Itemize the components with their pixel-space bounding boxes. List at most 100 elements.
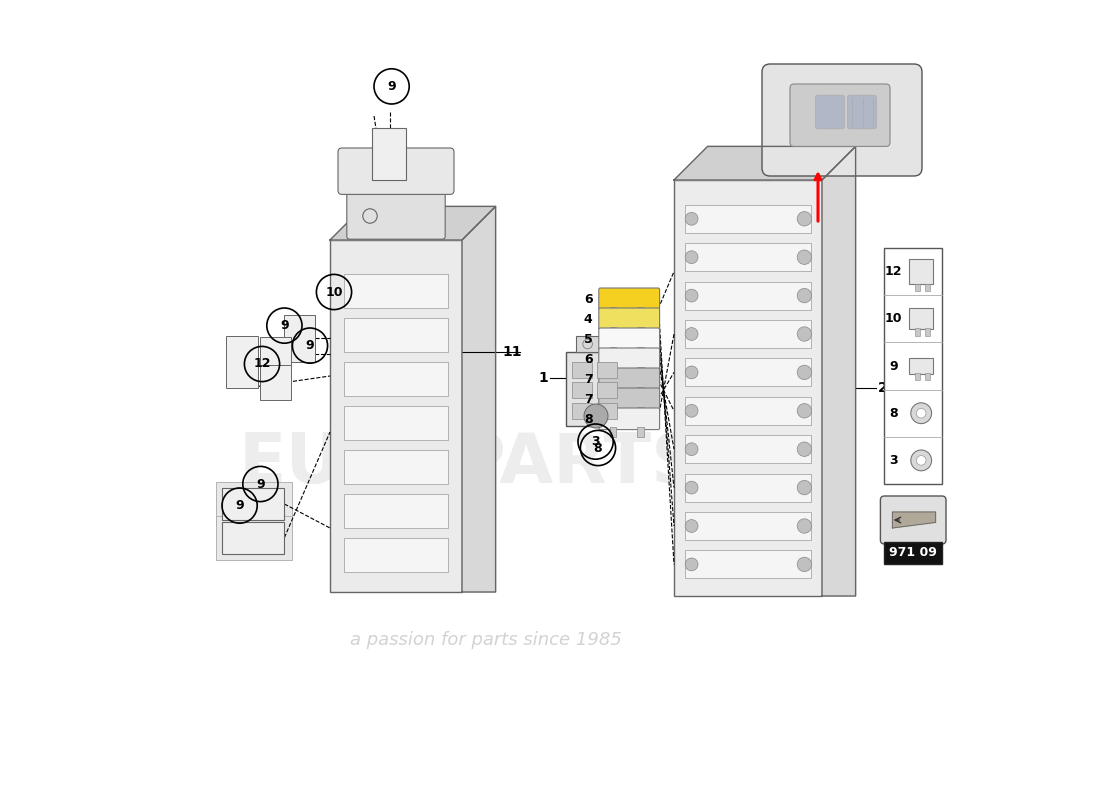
- Text: 4: 4: [584, 313, 593, 326]
- Text: 7: 7: [584, 373, 593, 386]
- Polygon shape: [462, 206, 496, 592]
- FancyBboxPatch shape: [790, 84, 890, 146]
- Bar: [637, 367, 644, 377]
- Text: 9: 9: [235, 499, 244, 512]
- FancyBboxPatch shape: [261, 337, 290, 372]
- FancyBboxPatch shape: [762, 64, 922, 176]
- Text: 8: 8: [584, 413, 593, 426]
- FancyBboxPatch shape: [848, 95, 877, 129]
- Polygon shape: [822, 146, 856, 596]
- Text: EUROPARTS: EUROPARTS: [239, 430, 702, 498]
- Polygon shape: [674, 146, 856, 180]
- FancyBboxPatch shape: [598, 408, 660, 430]
- Text: 6: 6: [584, 293, 593, 306]
- FancyBboxPatch shape: [685, 320, 811, 348]
- FancyBboxPatch shape: [216, 516, 292, 560]
- Circle shape: [911, 450, 932, 470]
- Circle shape: [685, 558, 698, 571]
- FancyBboxPatch shape: [884, 248, 942, 484]
- Circle shape: [685, 481, 698, 494]
- Bar: [637, 427, 644, 437]
- Bar: [610, 407, 616, 417]
- Text: 5: 5: [584, 333, 593, 346]
- Text: 2: 2: [878, 381, 888, 395]
- Text: 9: 9: [889, 359, 898, 373]
- Bar: [637, 327, 644, 337]
- FancyBboxPatch shape: [344, 538, 448, 572]
- Circle shape: [911, 403, 932, 424]
- FancyBboxPatch shape: [674, 180, 822, 596]
- Polygon shape: [892, 512, 936, 528]
- Text: 9: 9: [306, 339, 315, 352]
- Bar: [637, 347, 644, 357]
- Text: 12: 12: [884, 265, 902, 278]
- Circle shape: [798, 480, 812, 494]
- FancyBboxPatch shape: [598, 368, 660, 390]
- FancyBboxPatch shape: [572, 403, 592, 419]
- FancyBboxPatch shape: [338, 148, 454, 194]
- FancyBboxPatch shape: [685, 397, 811, 425]
- Circle shape: [798, 289, 812, 302]
- FancyBboxPatch shape: [597, 403, 617, 419]
- Circle shape: [798, 557, 812, 571]
- FancyBboxPatch shape: [226, 336, 258, 388]
- FancyBboxPatch shape: [598, 328, 660, 350]
- Polygon shape: [330, 206, 496, 240]
- Bar: [610, 387, 616, 397]
- Text: a passion for parts since 1985: a passion for parts since 1985: [350, 631, 622, 649]
- FancyBboxPatch shape: [597, 382, 617, 398]
- FancyBboxPatch shape: [685, 205, 811, 233]
- Text: 971 09: 971 09: [889, 546, 937, 559]
- Text: 9: 9: [256, 478, 265, 490]
- FancyBboxPatch shape: [685, 474, 811, 502]
- FancyBboxPatch shape: [685, 282, 811, 310]
- FancyBboxPatch shape: [685, 358, 811, 386]
- Circle shape: [916, 408, 926, 418]
- Circle shape: [685, 290, 698, 302]
- Text: 9: 9: [387, 80, 396, 93]
- Text: 7: 7: [584, 393, 593, 406]
- Circle shape: [916, 455, 926, 466]
- Bar: [915, 284, 920, 291]
- FancyBboxPatch shape: [910, 358, 933, 374]
- Circle shape: [685, 442, 698, 455]
- FancyBboxPatch shape: [261, 365, 290, 400]
- Bar: [925, 284, 930, 291]
- Circle shape: [685, 212, 698, 225]
- Circle shape: [685, 328, 698, 341]
- FancyBboxPatch shape: [815, 95, 845, 129]
- FancyBboxPatch shape: [344, 450, 448, 484]
- Text: 8: 8: [889, 406, 898, 420]
- FancyBboxPatch shape: [880, 496, 946, 544]
- FancyBboxPatch shape: [884, 542, 942, 564]
- Bar: [610, 327, 616, 337]
- Text: 1: 1: [539, 370, 549, 385]
- Circle shape: [685, 520, 698, 533]
- Circle shape: [798, 211, 812, 226]
- Text: 10: 10: [884, 312, 902, 326]
- Bar: [637, 387, 644, 397]
- Circle shape: [798, 403, 812, 418]
- Bar: [925, 374, 930, 381]
- Circle shape: [685, 251, 698, 264]
- Circle shape: [798, 326, 812, 341]
- Bar: [610, 427, 616, 437]
- FancyBboxPatch shape: [685, 550, 811, 578]
- Bar: [915, 374, 920, 381]
- Bar: [610, 367, 616, 377]
- FancyBboxPatch shape: [598, 308, 660, 330]
- Bar: [637, 407, 644, 417]
- Text: 9: 9: [280, 319, 288, 332]
- FancyBboxPatch shape: [373, 128, 406, 180]
- FancyBboxPatch shape: [685, 512, 811, 540]
- FancyBboxPatch shape: [346, 189, 446, 239]
- Bar: [925, 329, 930, 336]
- Text: 3: 3: [592, 435, 600, 448]
- Text: 8: 8: [594, 442, 603, 454]
- Circle shape: [798, 519, 812, 533]
- Bar: [610, 307, 616, 317]
- FancyBboxPatch shape: [222, 488, 285, 520]
- Text: 10: 10: [326, 286, 343, 298]
- FancyBboxPatch shape: [285, 315, 315, 362]
- Circle shape: [798, 250, 812, 265]
